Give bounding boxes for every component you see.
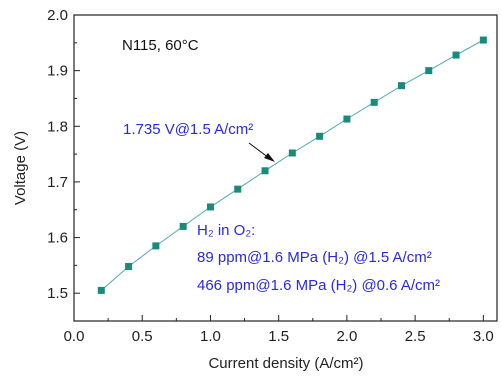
y-axis-ticks bbox=[74, 14, 80, 294]
x-axis-title: Current density (A/cm²) bbox=[208, 355, 363, 372]
series-markers bbox=[97, 36, 487, 294]
annotation-arrow bbox=[248, 142, 275, 162]
data-point bbox=[234, 185, 242, 193]
data-point bbox=[425, 67, 433, 75]
h2-annotation-line1: 89 ppm@1.6 MPa (H₂) @1.5 A/cm² bbox=[197, 249, 432, 266]
data-point bbox=[179, 222, 187, 230]
data-point bbox=[288, 149, 296, 157]
y-tick-label: 2.0 bbox=[47, 7, 68, 24]
x-tick-label: 3.0 bbox=[473, 328, 494, 345]
data-point bbox=[261, 167, 269, 175]
x-tick-label: 1.0 bbox=[200, 328, 221, 345]
data-point bbox=[397, 82, 405, 90]
data-point bbox=[125, 262, 133, 270]
x-axis-tick-labels: 0.0 0.5 1.0 1.5 2.0 2.5 3.0 bbox=[64, 328, 494, 345]
data-point bbox=[452, 51, 460, 59]
y-tick-label: 1.5 bbox=[47, 285, 68, 302]
x-tick-label: 1.5 bbox=[268, 328, 289, 345]
x-tick-label: 2.0 bbox=[336, 328, 357, 345]
x-axis-ticks bbox=[73, 315, 484, 321]
data-point bbox=[206, 203, 214, 211]
data-point bbox=[316, 132, 324, 140]
point-annotation: 1.735 V@1.5 A/cm² bbox=[123, 121, 253, 138]
y-axis-tick-labels: 1.5 1.6 1.7 1.8 1.9 2.0 bbox=[47, 7, 68, 302]
y-tick-label: 1.8 bbox=[47, 118, 68, 135]
x-tick-label: 0.0 bbox=[64, 328, 85, 345]
x-tick-label: 2.5 bbox=[405, 328, 426, 345]
data-point bbox=[152, 242, 160, 250]
h2-annotation-line2: 466 ppm@1.6 MPa (H₂) @0.6 A/cm² bbox=[197, 277, 440, 294]
h2-annotation-title: H₂ in O₂: bbox=[197, 222, 255, 239]
data-point bbox=[479, 36, 487, 44]
y-tick-label: 1.9 bbox=[47, 63, 68, 80]
data-point bbox=[370, 98, 378, 106]
y-axis-title: Voltage (V) bbox=[12, 131, 29, 205]
condition-label: N115, 60°C bbox=[122, 37, 199, 54]
data-point bbox=[97, 286, 105, 294]
data-point bbox=[343, 115, 351, 123]
x-tick-label: 0.5 bbox=[132, 328, 153, 345]
plot-frame bbox=[73, 14, 498, 322]
y-tick-label: 1.7 bbox=[47, 174, 68, 191]
y-tick-label: 1.6 bbox=[47, 230, 68, 247]
